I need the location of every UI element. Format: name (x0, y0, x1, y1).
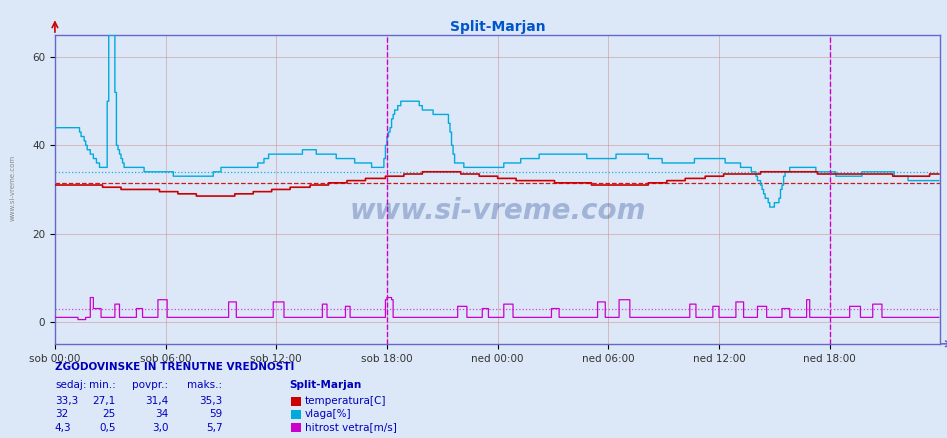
Text: 32: 32 (55, 410, 68, 420)
Text: 5,7: 5,7 (205, 423, 223, 433)
Text: 4,3: 4,3 (55, 423, 72, 433)
Text: 27,1: 27,1 (92, 396, 116, 406)
Text: temperatura[C]: temperatura[C] (305, 396, 386, 406)
Text: 59: 59 (209, 410, 223, 420)
Text: 35,3: 35,3 (199, 396, 223, 406)
Text: 3,0: 3,0 (152, 423, 169, 433)
Text: 31,4: 31,4 (145, 396, 169, 406)
Text: Split-Marjan: Split-Marjan (289, 380, 361, 390)
Text: min.:: min.: (89, 380, 116, 390)
Text: 0,5: 0,5 (99, 423, 116, 433)
Text: www.si-vreme.com: www.si-vreme.com (349, 197, 646, 225)
Text: hitrost vetra[m/s]: hitrost vetra[m/s] (305, 423, 397, 433)
Text: 33,3: 33,3 (55, 396, 79, 406)
Text: 34: 34 (155, 410, 169, 420)
Text: povpr.:: povpr.: (133, 380, 169, 390)
Text: ZGODOVINSKE IN TRENUTNE VREDNOSTI: ZGODOVINSKE IN TRENUTNE VREDNOSTI (55, 362, 295, 372)
Text: sedaj:: sedaj: (55, 380, 86, 390)
Text: www.si-vreme.com: www.si-vreme.com (9, 155, 15, 221)
Text: vlaga[%]: vlaga[%] (305, 410, 351, 420)
Text: 25: 25 (102, 410, 116, 420)
Text: maks.:: maks.: (188, 380, 223, 390)
Title: Split-Marjan: Split-Marjan (450, 20, 545, 34)
